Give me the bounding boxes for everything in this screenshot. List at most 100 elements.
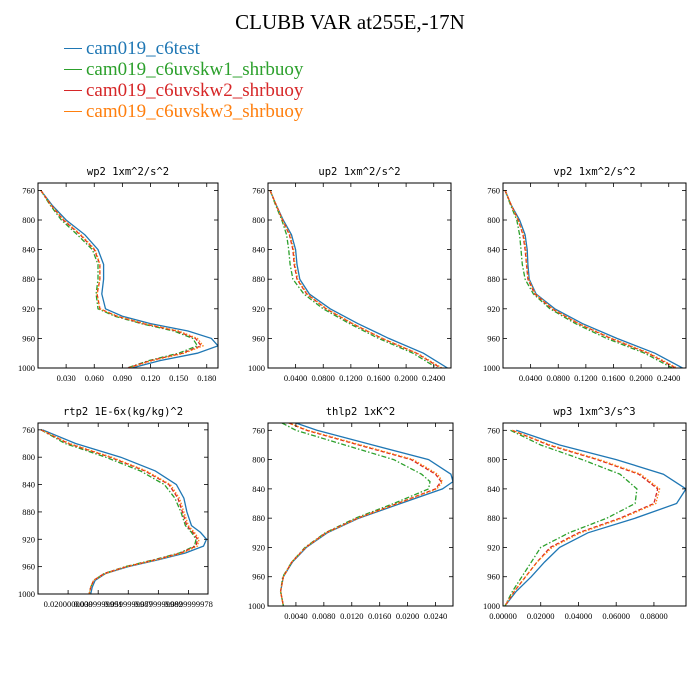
panel-title-5: thlp2 1xK^2 (326, 406, 396, 418)
legend-swatch-1 (64, 48, 82, 50)
figure-title: CLUBB VAR at255E,-17N (235, 10, 465, 34)
x-tick-label: 0.0599999987 (104, 599, 153, 609)
legend-item-3: cam019_c6uvskw2_shrbuoy (64, 80, 303, 101)
y-tick-label: 880 (487, 274, 500, 284)
panel-title-3: vp2 1xm^2/s^2 (553, 166, 635, 178)
y-tick-label: 800 (487, 455, 500, 465)
y-tick-label: 920 (22, 304, 35, 314)
y-tick-label: 960 (487, 572, 500, 582)
legend-item-4: cam019_c6uvskw3_shrbuoy (64, 101, 303, 122)
x-tick-label: 0.2400 (657, 373, 680, 383)
plot-frame (267, 182, 452, 369)
series-line-4 (504, 429, 661, 606)
legend-swatch-3 (64, 90, 82, 92)
y-tick-label: 840 (22, 245, 35, 255)
panel-title-1: wp2 1xm^2/s^2 (87, 166, 169, 178)
plot-frame (502, 182, 687, 369)
y-tick-label: 760 (487, 185, 500, 195)
x-tick-label: 0.0999999978 (164, 599, 213, 609)
y-tick-label: 880 (22, 274, 35, 284)
x-tick-label: 0.2400 (422, 373, 445, 383)
x-tick-label: 0.02000 (527, 611, 555, 621)
x-tick-label: 0.0120 (340, 611, 363, 621)
y-tick-label: 920 (252, 304, 265, 314)
y-tick-label: 880 (22, 507, 35, 517)
y-tick-label: 840 (22, 480, 35, 490)
x-tick-label: 0.0400 (519, 373, 542, 383)
x-tick-label: 0.0200000000 (44, 599, 93, 609)
x-tick-label: 0.1600 (602, 373, 625, 383)
series-line-1 (504, 190, 683, 368)
y-tick-label: 1000 (248, 601, 265, 611)
y-tick-label: 960 (252, 333, 265, 343)
y-tick-label: 800 (22, 215, 35, 225)
legend-item-1: cam019_c6test (64, 38, 303, 59)
x-tick-label: 0.06000 (602, 611, 630, 621)
panel-title-2: up2 1xm^2/s^2 (318, 166, 400, 178)
x-tick-label: 0.04000 (565, 611, 593, 621)
y-tick-label: 1000 (248, 363, 265, 373)
y-tick-label: 920 (487, 542, 500, 552)
legend-label-2: cam019_c6uvskw1_shrbuoy (86, 59, 304, 80)
series-line-2 (504, 429, 638, 606)
y-tick-label: 800 (487, 215, 500, 225)
x-tick-label: 0.2000 (629, 373, 652, 383)
panel-6: wp3 1xm^3/s^3 760 800 840 880 920 960 10000.000… (483, 406, 687, 621)
series-line-1 (42, 429, 208, 594)
y-tick-label: 1000 (18, 363, 35, 373)
legend-item-2: cam019_c6uvskw1_shrbuoy (64, 59, 303, 80)
y-tick-label: 760 (487, 425, 500, 435)
plot-frame (37, 422, 209, 595)
x-tick-label: 0.0040 (284, 611, 307, 621)
y-tick-label: 920 (252, 542, 265, 552)
x-tick-label: 0.060 (85, 373, 104, 383)
x-tick-label: 0.0399999991 (74, 599, 123, 609)
series-line-1 (40, 190, 218, 368)
y-tick-label: 1000 (483, 601, 500, 611)
y-tick-label: 880 (487, 513, 500, 523)
y-tick-label: 960 (487, 333, 500, 343)
y-tick-label: 840 (487, 245, 500, 255)
panel-title-6: wp3 1xm^3/s^3 (553, 406, 635, 418)
series-line-2 (269, 190, 438, 368)
y-tick-label: 760 (252, 185, 265, 195)
y-tick-label: 960 (22, 562, 35, 572)
panel-2: up2 1xm^2/s^2 760 800 840 880 920 960 1000 0.040… (248, 166, 452, 383)
panel-title-4: rtp2 1E-6x(kg/kg)^2 (63, 406, 183, 418)
series-line-4 (40, 429, 200, 594)
legend-swatch-4 (64, 111, 82, 113)
legend-label-3: cam019_c6uvskw2_shrbuoy (86, 80, 304, 101)
plot-frame (37, 182, 219, 369)
x-tick-label: 0.1600 (367, 373, 390, 383)
legend-swatch-2 (64, 69, 82, 71)
x-tick-label: 0.08000 (640, 611, 668, 621)
x-tick-label: 0.00000 (489, 611, 517, 621)
panel-1: wp2 1xm^2/s^2 760 800 840 880 920 960 1000 0.030… (18, 166, 219, 383)
plot-frame (502, 422, 687, 607)
series-line-2 (504, 190, 673, 368)
plot-frame (267, 422, 454, 607)
y-tick-label: 880 (252, 274, 265, 284)
x-tick-label: 0.0800 (312, 373, 335, 383)
series-line-1 (504, 429, 686, 606)
y-tick-label: 800 (252, 455, 265, 465)
y-tick-label: 760 (22, 425, 35, 435)
x-tick-label: 0.1200 (339, 373, 362, 383)
y-tick-label: 760 (22, 185, 35, 195)
series-line-3 (40, 190, 203, 368)
y-tick-label: 840 (487, 484, 500, 494)
y-tick-label: 960 (22, 333, 35, 343)
x-tick-label: 0.150 (169, 373, 188, 383)
legend-label-1: cam019_c6test (86, 38, 200, 59)
x-tick-label: 0.0200 (396, 611, 419, 621)
series-line-4 (40, 190, 205, 368)
panel-3: vp2 1xm^2/s^2 760 800 840 880 920 960 1000 0.040… (483, 166, 687, 383)
x-tick-label: 0.2000 (394, 373, 417, 383)
x-tick-label: 0.0400 (284, 373, 307, 383)
x-tick-label: 0.0799999982 (134, 599, 183, 609)
series-line-4 (279, 423, 444, 606)
y-tick-label: 840 (252, 245, 265, 255)
x-tick-label: 0.0800 (547, 373, 570, 383)
series-line-2 (279, 423, 431, 606)
